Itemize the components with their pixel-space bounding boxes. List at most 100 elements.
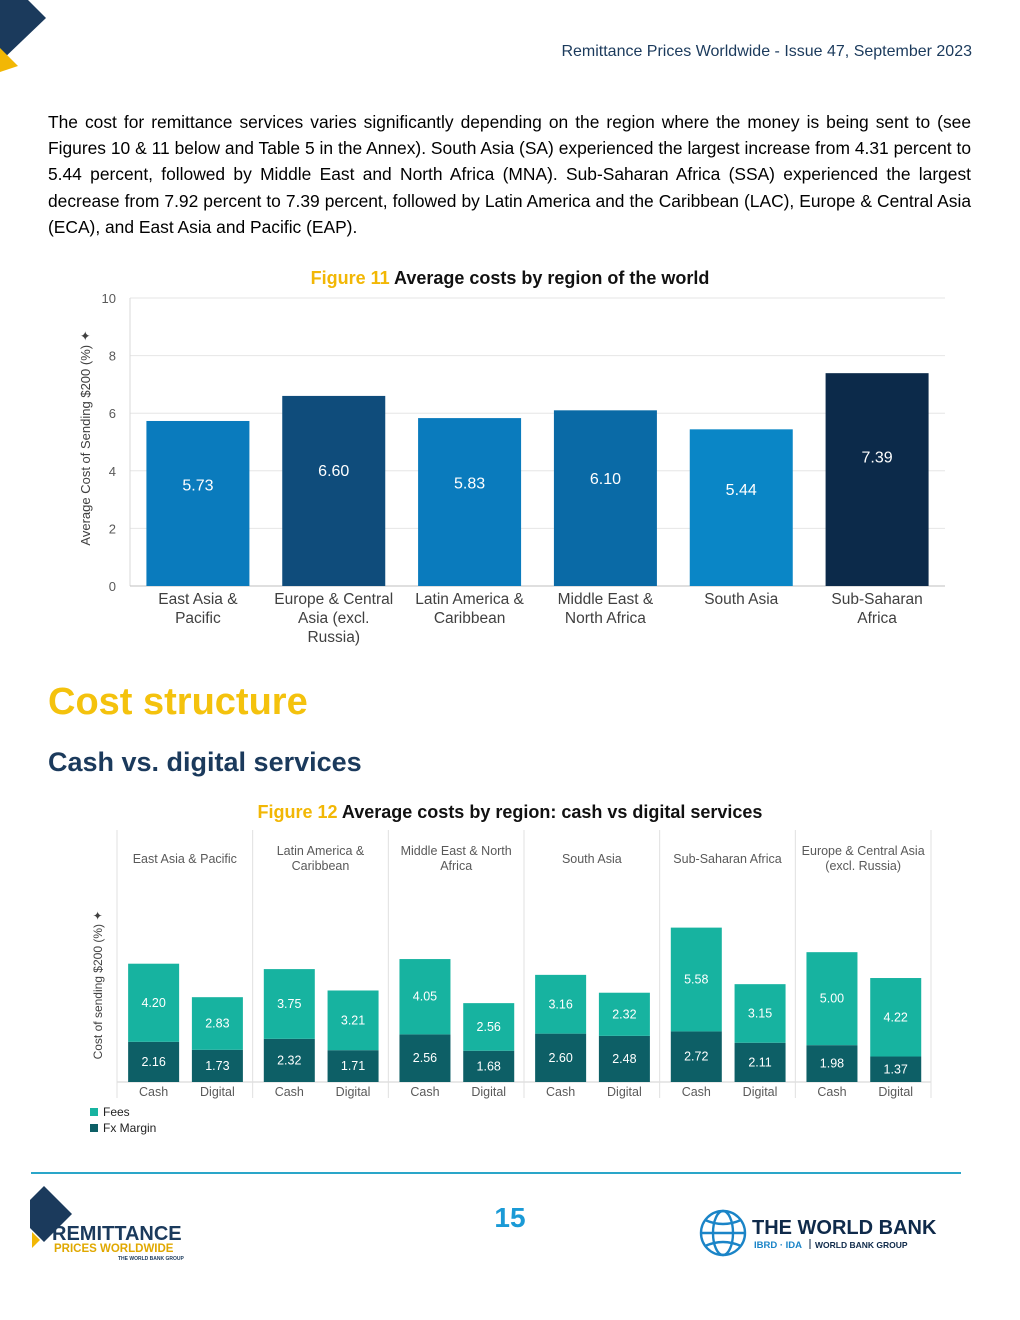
bar-value-label: 6.10: [590, 471, 621, 488]
bar-fx-segment: [870, 1056, 922, 1082]
panel-header-label: Latin America &: [277, 844, 365, 858]
x-tick-label: Digital: [607, 1085, 642, 1099]
bar: [825, 373, 929, 586]
bar-fees-segment: [734, 984, 786, 1043]
bar-fees-segment: [191, 997, 243, 1050]
logo-line1: REMITTANCE: [52, 1223, 182, 1245]
fx-value-label: 2.48: [612, 1052, 636, 1066]
legend-label-fees: Fees: [103, 1105, 130, 1119]
panel-header-label: South Asia: [562, 852, 622, 866]
bar-fees-segment: [399, 959, 451, 1035]
section-title: Cost structure: [48, 681, 308, 723]
y-tick-label: 10: [102, 292, 116, 306]
fees-value-label: 3.16: [548, 997, 572, 1011]
bar-fees-segment: [263, 969, 315, 1039]
figure11-title: Figure 11 Average costs by region of the…: [0, 268, 1020, 289]
bar-fx-segment: [128, 1041, 180, 1082]
x-tick-label: South Asia: [704, 591, 778, 608]
fees-value-label: 3.21: [341, 1013, 365, 1027]
bar-fees-segment: [806, 952, 858, 1046]
bar-fees-segment: [327, 990, 379, 1051]
bar-fees-segment: [535, 974, 587, 1034]
fx-value-label: 2.11: [748, 1055, 771, 1069]
world-bank-sub2: WORLD BANK GROUP: [815, 1240, 908, 1250]
fx-value-label: 1.68: [477, 1059, 501, 1073]
fees-value-label: 2.32: [612, 1007, 636, 1021]
bar: [689, 429, 793, 586]
figure11-caption: Average costs by region of the world: [393, 268, 710, 288]
fees-value-label: 2.83: [205, 1017, 229, 1031]
legend-swatch-fees: [90, 1108, 98, 1116]
x-tick-label: Cash: [410, 1085, 439, 1099]
legend-swatch-fx: [90, 1124, 98, 1132]
fx-value-label: 2.60: [548, 1051, 572, 1065]
bar: [418, 418, 522, 586]
bar: [146, 420, 250, 586]
panel-header-label: Europe & Central Asia: [802, 844, 925, 858]
x-tick-label: Cash: [546, 1085, 575, 1099]
x-tick-label: Cash: [682, 1085, 711, 1099]
x-tick-label: Cash: [817, 1085, 846, 1099]
x-tick-label: Europe & Central: [274, 591, 393, 608]
x-tick-label: Middle East &: [558, 591, 654, 608]
fx-value-label: 2.16: [141, 1055, 165, 1069]
bar-fx-segment: [399, 1034, 451, 1082]
x-tick-label: Caribbean: [434, 610, 506, 627]
fees-value-label: 4.20: [141, 996, 165, 1010]
bar-fees-segment: [463, 1003, 515, 1051]
corner-decoration: [0, 0, 46, 72]
fx-value-label: 1.98: [820, 1057, 844, 1071]
fx-value-label: 2.56: [413, 1051, 437, 1065]
globe-icon: [699, 1209, 747, 1257]
bar-fees-segment: [598, 992, 650, 1036]
fx-value-label: 2.72: [684, 1050, 708, 1064]
bar-fx-segment: [327, 1050, 379, 1082]
bar-value-label: 6.60: [318, 463, 349, 480]
x-tick-label: Latin America &: [415, 591, 524, 608]
footer-divider: [31, 1172, 961, 1174]
bar-fx-segment: [535, 1033, 587, 1082]
panel-header-label: Middle East & North: [401, 844, 512, 858]
bar-fx-segment: [734, 1042, 786, 1082]
bar-fees-segment: [670, 927, 722, 1032]
bar-fx-segment: [598, 1035, 650, 1082]
world-bank-logo: THE WORLD BANK IBRD · IDA WORLD BANK GRO…: [698, 1208, 948, 1263]
bar-fx-segment: [263, 1038, 315, 1082]
figure12-title: Figure 12 Average costs by region: cash …: [0, 802, 1020, 823]
y-axis-label: Average Cost of Sending $200 (%) ✦: [78, 330, 93, 545]
bar-fx-segment: [806, 1045, 858, 1082]
legend-label-fx: Fx Margin: [103, 1121, 157, 1135]
world-bank-name: THE WORLD BANK: [752, 1217, 937, 1239]
fees-value-label: 3.15: [748, 1006, 772, 1020]
fees-value-label: 3.75: [277, 997, 301, 1011]
panel-header-label: Sub-Saharan Africa: [673, 852, 781, 866]
y-tick-label: 0: [109, 579, 116, 594]
figure12-number: Figure 12: [257, 802, 338, 822]
remittance-prices-logo: REMITTANCE PRICES WORLDWIDE THE WORLD BA…: [30, 1186, 200, 1271]
legend-item-fees: Fees: [90, 1104, 156, 1120]
panel-header-label: (excl. Russia): [825, 859, 901, 873]
bar-value-label: 5.83: [454, 476, 485, 493]
x-tick-label: Digital: [878, 1085, 913, 1099]
page-number: 15: [494, 1202, 526, 1233]
panel-header-label: East Asia & Pacific: [133, 852, 237, 866]
world-bank-logo-mark: THE WORLD BANK IBRD · IDA WORLD BANK GRO…: [699, 1209, 937, 1257]
fx-value-label: 1.71: [341, 1059, 365, 1073]
fees-value-label: 5.00: [820, 992, 844, 1006]
y-tick-label: 2: [109, 521, 116, 536]
bar: [282, 395, 386, 586]
x-tick-label: Digital: [336, 1085, 371, 1099]
fx-value-label: 1.37: [884, 1062, 908, 1076]
x-tick-label: North Africa: [565, 610, 646, 627]
bar-fx-segment: [670, 1031, 722, 1082]
x-tick-label: Cash: [139, 1085, 168, 1099]
y-tick-label: 4: [109, 464, 116, 479]
bar-value-label: 5.73: [182, 477, 213, 494]
bar-value-label: 7.39: [862, 450, 893, 467]
subsection-title: Cash vs. digital services: [48, 747, 362, 777]
figure12-caption: Average costs by region: cash vs digital…: [341, 802, 763, 822]
fees-value-label: 5.58: [684, 973, 708, 987]
logo-line2: PRICES WORLDWIDE: [54, 1243, 174, 1255]
x-tick-label: Africa: [857, 610, 897, 627]
bar-fees-segment: [870, 978, 922, 1057]
